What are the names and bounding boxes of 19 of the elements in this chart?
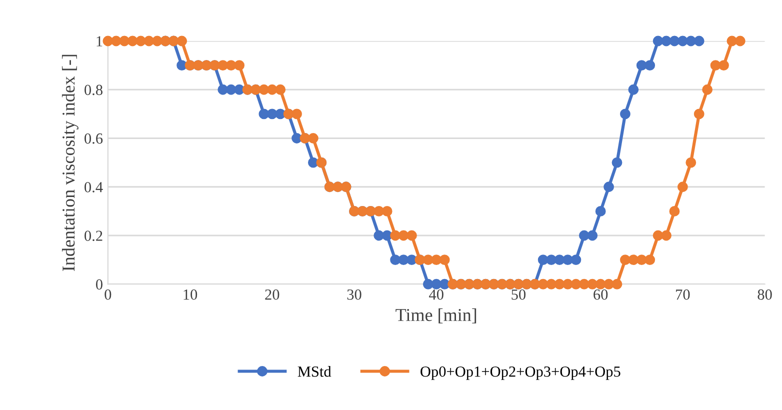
- legend-label: MStd: [298, 366, 332, 377]
- y-tick-label: 1: [96, 36, 102, 46]
- x-axis-title: Time [min]: [396, 308, 476, 324]
- x-tick-label: 0: [104, 289, 112, 300]
- y-tick-label: 0.8: [84, 84, 102, 96]
- y-tick-label: 0.6: [84, 133, 103, 144]
- y-axis-title: Indentation viscosity index [-]: [62, 54, 78, 271]
- y-tick-label: 0.2: [84, 230, 102, 242]
- x-tick-label: 60: [594, 289, 608, 300]
- legend-label: Op0+Op1+Op2+Op3+Op4+Op5: [420, 366, 620, 380]
- x-tick-label: 50: [512, 289, 526, 300]
- y-tick-label: 0: [96, 279, 102, 290]
- x-tick-label: 10: [184, 289, 198, 300]
- x-tick-label: 20: [265, 289, 280, 300]
- x-tick-label: 70: [676, 289, 690, 300]
- y-tick-label: 0.4: [84, 182, 103, 192]
- x-tick-label: 80: [758, 289, 772, 300]
- x-tick-label: 40: [429, 289, 444, 300]
- x-tick-label: 30: [347, 289, 362, 300]
